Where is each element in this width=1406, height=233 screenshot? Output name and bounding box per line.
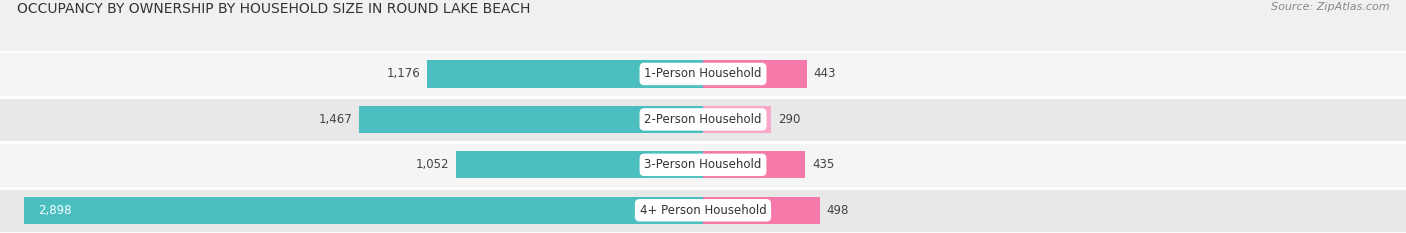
- Bar: [703, 106, 770, 133]
- Text: 290: 290: [778, 113, 800, 126]
- Bar: [703, 197, 820, 224]
- Text: 2,898: 2,898: [38, 204, 72, 217]
- Text: 3-Person Household: 3-Person Household: [644, 158, 762, 171]
- Text: 1-Person Household: 1-Person Household: [644, 68, 762, 80]
- Bar: [427, 60, 703, 88]
- Text: Source: ZipAtlas.com: Source: ZipAtlas.com: [1271, 2, 1389, 12]
- Text: 498: 498: [827, 204, 849, 217]
- Bar: [703, 151, 804, 178]
- Bar: [703, 60, 807, 88]
- Bar: [0, 142, 1406, 188]
- Bar: [24, 197, 703, 224]
- Text: 435: 435: [813, 158, 834, 171]
- Bar: [0, 188, 1406, 233]
- Text: 1,467: 1,467: [318, 113, 352, 126]
- Text: 4+ Person Household: 4+ Person Household: [640, 204, 766, 217]
- Bar: [360, 106, 703, 133]
- Text: OCCUPANCY BY OWNERSHIP BY HOUSEHOLD SIZE IN ROUND LAKE BEACH: OCCUPANCY BY OWNERSHIP BY HOUSEHOLD SIZE…: [17, 2, 530, 16]
- Text: 443: 443: [814, 68, 837, 80]
- Text: 1,052: 1,052: [416, 158, 450, 171]
- Bar: [0, 51, 1406, 97]
- Text: 2-Person Household: 2-Person Household: [644, 113, 762, 126]
- Bar: [0, 97, 1406, 142]
- Bar: [457, 151, 703, 178]
- Text: 1,176: 1,176: [387, 68, 420, 80]
